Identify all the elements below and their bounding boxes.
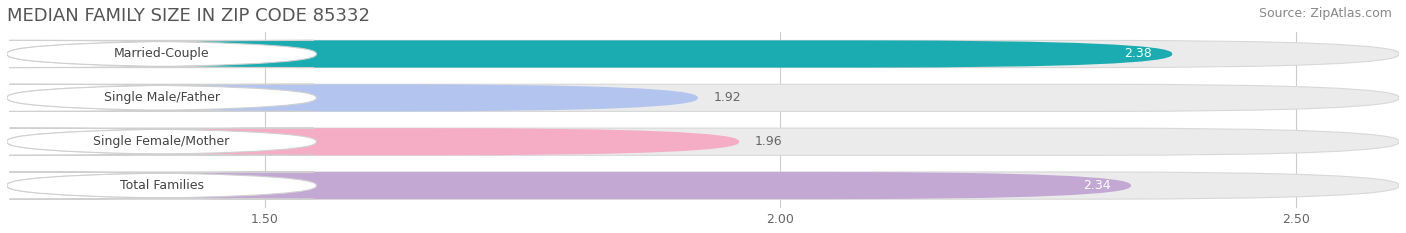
FancyBboxPatch shape: [7, 172, 1130, 199]
Text: 2.34: 2.34: [1083, 179, 1111, 192]
FancyBboxPatch shape: [7, 84, 697, 111]
FancyBboxPatch shape: [7, 172, 316, 199]
FancyBboxPatch shape: [7, 40, 316, 68]
FancyBboxPatch shape: [7, 128, 740, 155]
FancyBboxPatch shape: [7, 40, 1173, 68]
Text: Source: ZipAtlas.com: Source: ZipAtlas.com: [1258, 7, 1392, 20]
Text: Total Families: Total Families: [120, 179, 204, 192]
Text: 1.92: 1.92: [713, 91, 741, 104]
FancyBboxPatch shape: [7, 84, 1399, 111]
Text: Single Female/Mother: Single Female/Mother: [93, 135, 229, 148]
Text: 2.38: 2.38: [1123, 48, 1152, 61]
FancyBboxPatch shape: [7, 84, 316, 111]
Text: 1.96: 1.96: [755, 135, 782, 148]
FancyBboxPatch shape: [7, 172, 1399, 199]
FancyBboxPatch shape: [7, 128, 316, 155]
FancyBboxPatch shape: [7, 40, 1399, 68]
Text: MEDIAN FAMILY SIZE IN ZIP CODE 85332: MEDIAN FAMILY SIZE IN ZIP CODE 85332: [7, 7, 370, 25]
FancyBboxPatch shape: [7, 128, 1399, 155]
Text: Single Male/Father: Single Male/Father: [104, 91, 219, 104]
Text: Married-Couple: Married-Couple: [114, 48, 209, 61]
